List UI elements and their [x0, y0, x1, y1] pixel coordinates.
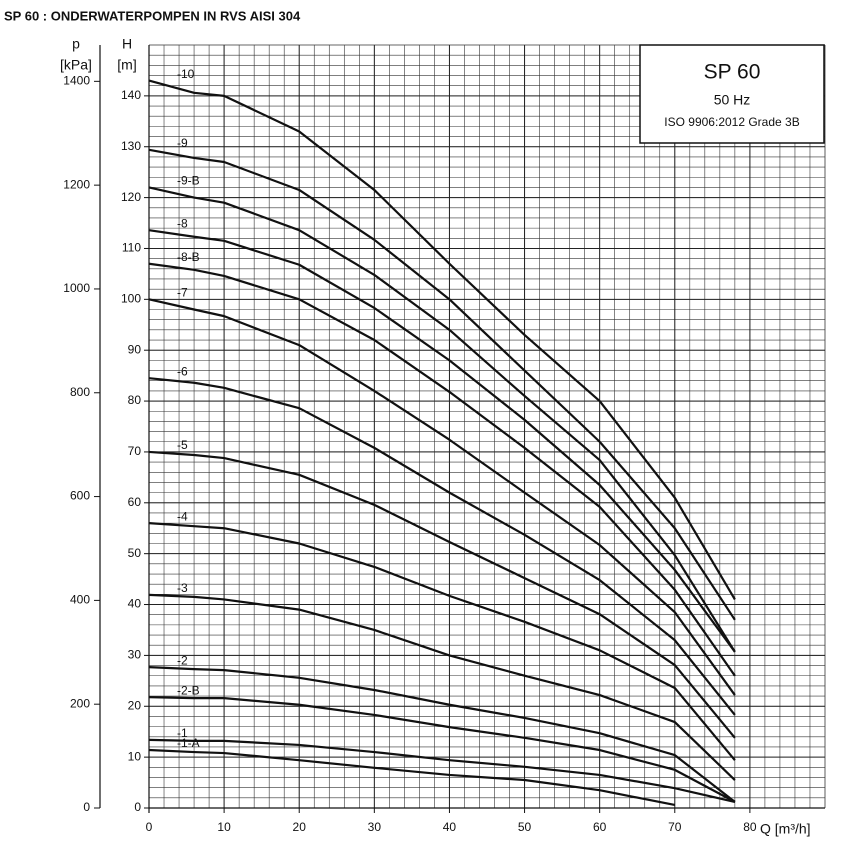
- curve-label: -1-A: [177, 736, 200, 750]
- pump-curve: [148, 748, 675, 807]
- pump-curve: [148, 522, 736, 761]
- curve-label: -4: [177, 509, 188, 523]
- grid: [148, 44, 826, 809]
- curve-label: -2-B: [177, 683, 200, 697]
- curve-label: -2: [177, 653, 188, 667]
- y-tick-label: 140: [121, 88, 141, 102]
- y2-tick-label: 1000: [63, 281, 90, 295]
- model-label: SP 60: [704, 61, 761, 84]
- pump-curve: [148, 298, 736, 696]
- y-tick-label: 70: [128, 444, 142, 458]
- curve-label: -10: [177, 67, 195, 81]
- frequency-label: 50 Hz: [714, 92, 751, 108]
- pump-curve: [148, 229, 736, 653]
- y2-tick-label: 400: [70, 593, 90, 607]
- info-box: [639, 44, 825, 144]
- x-tick-label: 40: [443, 820, 457, 834]
- curve-label: -9-B: [177, 174, 200, 188]
- y-tick-label: 30: [128, 648, 142, 662]
- curve-label: -6: [177, 364, 188, 378]
- x-tick-label: 20: [293, 820, 307, 834]
- curve-label: -3: [177, 581, 188, 595]
- x-tick-label: 70: [668, 820, 682, 834]
- pump-curve: [148, 666, 736, 803]
- y-tick-label: 50: [128, 546, 142, 560]
- curve-label: -8: [177, 216, 188, 230]
- pump-curve: [148, 738, 736, 803]
- y-axis-label: H: [122, 36, 132, 52]
- axes: 0 10 20 30 40 50 60 70 8001020304050607080901001…: [63, 45, 825, 834]
- pump-curve: [148, 262, 736, 677]
- y2-tick-label: 0: [83, 800, 90, 814]
- y-tick-label: 40: [128, 597, 142, 611]
- pump-curve: [148, 186, 736, 653]
- y-tick-label: 60: [128, 495, 142, 509]
- y-tick-label: 110: [122, 241, 141, 255]
- pump-curve: [148, 79, 736, 601]
- curve-label: -7: [177, 286, 188, 300]
- x-axis-label: Q [m³/h]: [760, 821, 811, 837]
- curve-label: -9: [177, 136, 188, 150]
- curve-label: -5: [177, 438, 188, 452]
- curve-label: -8-B: [177, 250, 200, 264]
- y-tick-label: 20: [128, 698, 142, 712]
- y-axis-unit: [m]: [117, 57, 136, 73]
- chart-title: SP 60 : ONDERWATERPOMPEN IN RVS AISI 304: [4, 8, 301, 23]
- pump-curve: [148, 377, 736, 716]
- x-tick-label: 50: [518, 820, 532, 834]
- x-tick-label: 80: [743, 820, 757, 834]
- y-tick-label: 80: [128, 393, 142, 407]
- curves: -10 -9 -9-B -8 -8-B -7 -6 -5 -4 -3 -2 -2-B -1-1-A: [148, 67, 736, 807]
- y-tick-label: 130: [121, 139, 141, 153]
- curve-label: -1: [177, 726, 188, 740]
- pump-curve: [148, 696, 736, 803]
- x-tick-label: 30: [368, 820, 382, 834]
- y-tick-label: 0: [134, 800, 141, 814]
- y2-tick-label: 1400: [63, 74, 90, 88]
- y-tick-label: 90: [128, 342, 142, 356]
- x-tick-label: 0: [146, 820, 153, 834]
- x-tick-label: 60: [593, 820, 607, 834]
- y2-tick-label: 1200: [63, 177, 90, 191]
- pump-curve: [148, 450, 736, 739]
- standard-label: ISO 9906:2012 Grade 3B: [664, 115, 799, 129]
- y-tick-label: 120: [121, 190, 141, 204]
- y2-axis-label: p: [72, 36, 80, 52]
- pump-curve: [148, 593, 736, 781]
- y2-tick-label: 800: [70, 385, 90, 399]
- y-tick-label: 10: [128, 749, 142, 763]
- y2-tick-label: 200: [70, 696, 90, 710]
- y2-axis-unit: [kPa]: [60, 57, 92, 73]
- y-tick-label: 100: [121, 292, 141, 306]
- pump-curve: [148, 148, 736, 621]
- x-tick-label: 10: [217, 820, 231, 834]
- y2-tick-label: 600: [70, 489, 90, 503]
